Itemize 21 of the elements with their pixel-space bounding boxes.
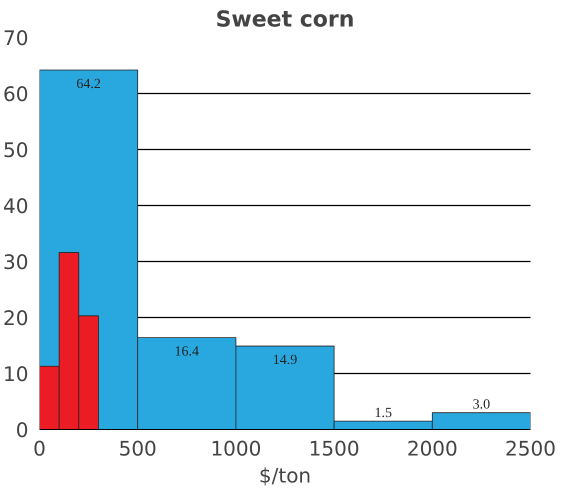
y-tick-label: 50	[3, 138, 29, 162]
x-tick-label: 1500	[308, 436, 360, 460]
data-label: 1.5	[374, 406, 392, 422]
x-tick-label: 2000	[406, 436, 458, 460]
y-tick-label: 70	[3, 26, 29, 50]
x-tick-label: 0	[33, 436, 46, 460]
y-tick-label: 40	[3, 194, 29, 218]
y-tick-label: 30	[3, 250, 29, 274]
chart-title: Sweet corn	[216, 8, 354, 32]
data-label: 16.4	[174, 344, 200, 360]
data-label: 3.0	[472, 398, 490, 413]
x-axis-title: $/ton	[258, 464, 312, 488]
x-tick-label: 1000	[210, 436, 262, 460]
y-tick-label: 60	[3, 82, 29, 106]
data-label: 64.2	[76, 76, 101, 92]
x-tick-label: 2500	[505, 436, 556, 460]
y-tick-label: 0	[16, 418, 29, 442]
data-label: 14.9	[272, 353, 298, 368]
y-tick-label: 20	[3, 306, 29, 330]
x-tick-label: 500	[118, 436, 157, 460]
y-tick-label: 10	[3, 362, 29, 386]
